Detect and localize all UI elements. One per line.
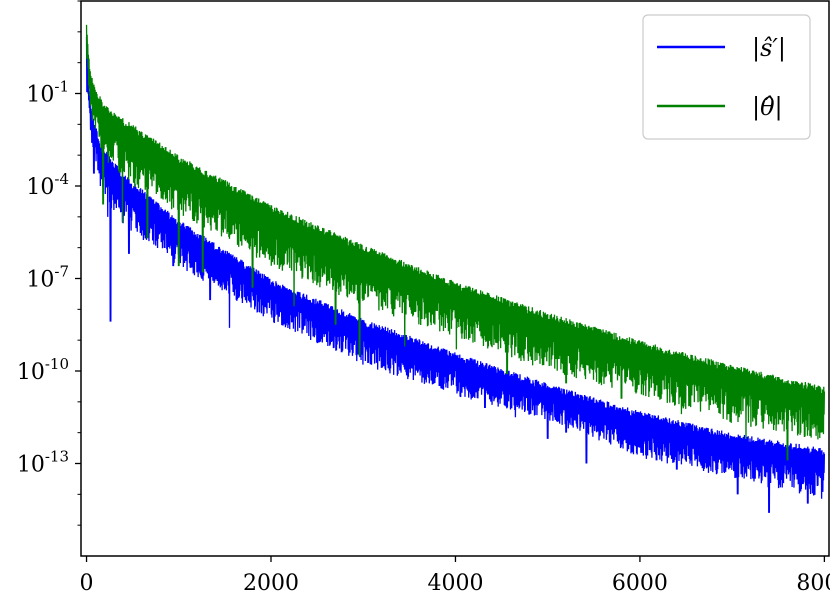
y-tick-label: 10-7 — [26, 263, 69, 293]
series-line-s-prime — [85, 37, 826, 513]
y-tick-label: 10-13 — [17, 448, 69, 478]
x-tick-label: 0 — [80, 571, 94, 596]
x-tick-label: 2000 — [243, 571, 299, 596]
legend: |ŝ′| |θ̂| — [642, 14, 811, 140]
x-tick-label: 8000 — [796, 571, 830, 596]
legend-label: |ŝ′| — [752, 34, 786, 63]
legend-label: |θ̂| — [752, 93, 783, 122]
series-line-theta — [85, 24, 826, 461]
x-axis: 0 2000 4000 6000 8000 — [80, 556, 830, 596]
y-axis: 10-1 10-4 10-7 10-10 10-13 — [17, 0, 81, 526]
y-tick-label: 10-1 — [26, 78, 69, 108]
y-tick-label: 10-10 — [17, 355, 69, 385]
y-tick-label: 10-4 — [26, 170, 69, 200]
x-tick-label: 6000 — [612, 571, 668, 596]
series-layer — [85, 24, 826, 513]
x-tick-label: 4000 — [427, 571, 483, 596]
